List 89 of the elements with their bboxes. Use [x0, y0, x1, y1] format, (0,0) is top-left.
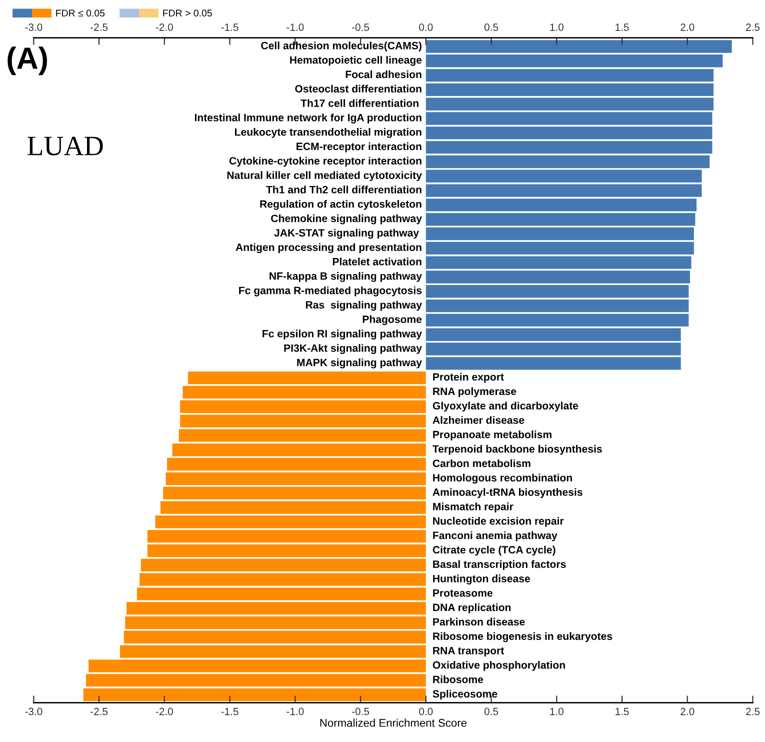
- x2-tick-label: 1.5: [616, 24, 629, 31]
- x2-tick-label: -1.0: [286, 24, 304, 31]
- bar: [126, 602, 426, 615]
- y-tick-label: Cell adhesion molecules(CAMS): [261, 42, 422, 52]
- y-tick-label: Glyoxylate and dicarboxylate: [432, 402, 578, 412]
- y-tick-label: PI3K-Akt signaling pathway: [284, 344, 422, 354]
- y-tick-label: Citrate cycle (TCA cycle): [432, 546, 556, 556]
- annotation: (A): [8, 46, 48, 76]
- y-tick-label: Parkinson disease: [433, 618, 525, 626]
- x2-tick-label: -2.5: [90, 24, 108, 31]
- x-tick-label: -2.5: [90, 708, 108, 716]
- x-tick-label: 2.0: [680, 708, 694, 716]
- y-tick-label: Th17 cell differentiation: [300, 99, 418, 107]
- x2-tick-label: 2.5: [746, 24, 760, 31]
- y-tick-label: Nucleotide excision repair: [433, 516, 564, 527]
- y-tick-label: Intestinal Immune network for IgA production: [194, 114, 422, 124]
- y-tick-label: Protein export: [433, 372, 504, 383]
- y-tick-label: JAK-STAT signaling pathway: [274, 228, 419, 239]
- x2-tick-label: -1.5: [221, 24, 238, 31]
- y-tick-label: Proteasome: [433, 589, 492, 597]
- y-tick-label: Homologous recombination: [433, 474, 572, 484]
- y-tick-label: Chemokine signaling pathway: [271, 214, 422, 224]
- x-tick-label: 0.5: [484, 708, 498, 716]
- x2-tick-label: -3.0: [25, 24, 42, 31]
- y-tick-label: Natural killer cell mediated cytotoxicity: [227, 171, 422, 182]
- y-tick-label: DNA replication: [433, 603, 511, 614]
- annotation: LUAD: [28, 136, 103, 156]
- bar: [426, 314, 689, 327]
- x-tick-label: -2.0: [156, 708, 173, 716]
- bar: [426, 155, 710, 168]
- y-tick-label: Aminoacyl-tRNA biosynthesis: [432, 488, 582, 498]
- legend-label: FDR > 0.05: [163, 10, 212, 17]
- x-tick-label: 2.5: [746, 708, 760, 716]
- bar: [83, 688, 426, 702]
- x2-tick-label: 2.0: [680, 24, 694, 31]
- y-tick-label: Fanconi anemia pathway: [433, 531, 558, 542]
- y-tick-label: Terpenoid backbone biosynthesis: [432, 444, 602, 455]
- y-tick-label: Leukocyte transendothelial migration: [235, 128, 422, 138]
- bar: [426, 227, 694, 240]
- y-tick-label: Platelet activation: [332, 258, 422, 266]
- legend-label: FDR ≤ 0.05: [56, 10, 105, 17]
- x-tick-label: -3.0: [25, 708, 42, 716]
- y-tick-label: Mismatch repair: [433, 502, 514, 512]
- y-tick-label: Hematopoietic cell lineage: [290, 56, 422, 66]
- y-tick-label: Basal transcription factors: [433, 560, 566, 570]
- y-tick-label: Fc gamma R-mediated phagocytosis: [239, 286, 422, 296]
- bar: [147, 530, 426, 543]
- x-tick-label: -0.5: [352, 708, 370, 716]
- x-tick-label: 0.0: [419, 708, 433, 716]
- bar: [167, 458, 426, 471]
- bar: [125, 616, 426, 630]
- y-tick-label: Propanoate metabolism: [433, 430, 552, 440]
- y-tick-label: NF-kappa B signaling pathway: [270, 272, 422, 282]
- y-tick-label: Fc epsilon RI signaling pathway: [262, 330, 422, 340]
- x-tick-label: 1.0: [550, 708, 564, 716]
- y-tick-label: Alzheimer disease: [432, 416, 524, 424]
- y-tick-label: Huntington disease: [433, 574, 530, 584]
- bar: [182, 386, 426, 399]
- y-tick-label: Antigen processing and presentation: [236, 243, 422, 254]
- y-tick-label: Phagosome: [362, 315, 422, 326]
- y-tick-label: Focal adhesion: [346, 70, 422, 78]
- x2-tick-label: 0.0: [419, 24, 433, 31]
- bar: [188, 371, 426, 384]
- y-tick-label: Ras signaling pathway: [306, 300, 422, 311]
- x-tick-label: -1.0: [286, 708, 304, 716]
- y-tick-label: Spliceosome: [432, 690, 498, 700]
- y-tick-label: ECM-receptor interaction: [296, 142, 422, 152]
- y-tick-label: RNA polymerase: [433, 387, 516, 398]
- bar: [426, 83, 714, 96]
- y-tick-label: Regulation of actin cytoskeleton: [260, 200, 422, 210]
- y-tick-label: Cytokine-cytokine receptor interaction: [229, 156, 422, 167]
- bar: [426, 299, 689, 312]
- x-axis-title: Normalized Enrichment Score: [320, 718, 467, 727]
- y-tick-label: Osteoclast differentiation: [295, 84, 422, 93]
- x-tick-label: -1.5: [221, 708, 238, 716]
- bar: [147, 544, 426, 558]
- y-tick-label: Oxidative phosphorylation: [432, 661, 565, 671]
- x-tick-label: 1.5: [616, 708, 629, 716]
- y-tick-label: RNA transport: [433, 647, 504, 656]
- x2-tick-label: -2.0: [156, 24, 173, 31]
- x2-tick-label: -0.5: [352, 24, 370, 31]
- x2-tick-label: 1.0: [550, 24, 564, 31]
- y-tick-label: Ribosome: [433, 675, 484, 684]
- y-tick-label: Carbon metabolism: [432, 459, 530, 468]
- y-tick-label: Th1 and Th2 cell differentiation: [266, 186, 422, 194]
- x2-tick-label: 0.5: [484, 24, 498, 31]
- y-tick-label: Ribosome biogenesis in eukaryotes: [433, 632, 612, 642]
- y-tick-label: MAPK signaling pathway: [297, 358, 422, 368]
- bar: [426, 68, 714, 82]
